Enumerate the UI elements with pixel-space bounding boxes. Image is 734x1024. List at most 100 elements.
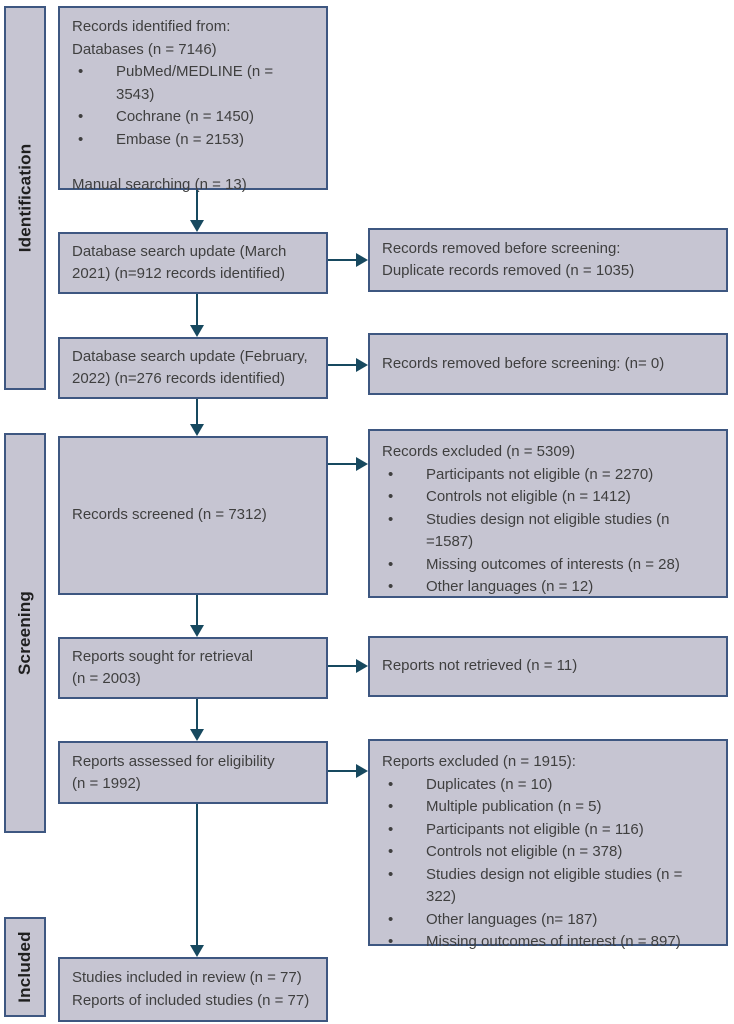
box-bullet-line: • Controls not eligible (n = 1412) — [382, 486, 714, 509]
box-studies-included: Studies included in review (n = 77) Repor… — [58, 957, 328, 1022]
box-text-line: Records screened (n = 7312) — [72, 506, 267, 524]
box-bullet-line: • Other languages (n= 187) — [382, 909, 714, 932]
bullet-icon: • — [388, 933, 394, 950]
box-bullet-line: • Studies design not eligible studies (n … — [382, 864, 714, 909]
box-reports-sought: Reports sought for retrieval (n = 2003) — [58, 637, 328, 699]
box-text-line: Records removed before screening: — [382, 240, 621, 257]
box-text-line — [72, 151, 314, 174]
box-text-line: Manual searching (n = 13) — [72, 175, 247, 193]
bullet-icon: • — [78, 63, 84, 80]
arrow-down-2-line — [196, 294, 198, 326]
box-text-line: Records excluded (n = 5309) — [382, 443, 576, 460]
bullet-text: Embase (n = 2153) — [116, 130, 244, 148]
bullet-text: Other languages (n= 187) — [426, 910, 598, 928]
arrow-right-1-line — [328, 259, 356, 261]
bullet-text: Multiple publication (n = 5) — [426, 798, 602, 815]
bullet-icon: • — [388, 798, 394, 815]
box-text-line: Databases (n = 7146) — [72, 40, 217, 58]
arrow-right-1-head-icon — [356, 253, 368, 267]
arrow-right-2-head-icon — [356, 358, 368, 372]
arrow-down-3-head-icon — [190, 424, 204, 436]
box-bullet-line: • Multiple publication (n = 5) — [382, 796, 714, 819]
bullet-icon: • — [388, 488, 394, 505]
bullet-text: Studies design not eligible studies (n =… — [426, 865, 683, 906]
bullet-text: Participants not eligible (n = 2270) — [426, 465, 654, 483]
arrow-right-4-head-icon — [356, 659, 368, 673]
box-records-excluded: Records excluded (n = 5309) • Participants… — [368, 429, 728, 598]
arrow-down-4-head-icon — [190, 625, 204, 637]
box-reports-not-retrieved: Reports not retrieved (n = 11) — [368, 636, 728, 697]
bullet-icon: • — [388, 555, 394, 573]
bullet-icon: • — [388, 578, 394, 595]
box-text-line: Reports excluded (n = 1915): — [382, 753, 576, 770]
bullet-text: Missing outcomes of interests (n = 28) — [426, 555, 680, 573]
arrow-right-5-line — [328, 770, 356, 772]
arrow-down-2-head-icon — [190, 325, 204, 337]
bullet-text: Participants not eligible (n = 116) — [426, 820, 644, 838]
box-text-line: Database search update (March — [72, 243, 287, 260]
box-bullet-line: • Embase (n = 2153) — [72, 129, 314, 152]
box-text-line: 2021) (n=912 records identified) — [72, 265, 286, 282]
stage-bar-included: Included — [4, 917, 46, 1017]
arrow-down-6-head-icon — [190, 945, 204, 957]
bullet-icon: • — [388, 910, 394, 928]
arrow-down-6-line — [196, 804, 198, 946]
bullet-text: Cochrane (n = 1450) — [116, 108, 255, 125]
box-reports-excluded: Reports excluded (n = 1915): • Duplicates … — [368, 739, 728, 950]
stage-bar-identification: Identification — [4, 6, 46, 390]
bullet-text: PubMed/MEDLINE (n = 3543) — [116, 63, 274, 103]
box-text-line: Duplicate records removed (n = 1035) — [382, 262, 635, 279]
box-text-line: Reports not retrieved (n = 11) — [382, 657, 578, 675]
stage-label-identification: Identification — [15, 143, 35, 253]
box-bullet-line: • Studies design not eligible studies (n … — [382, 509, 714, 554]
box-records-identified: Records identified from: Databases (n = 7… — [58, 6, 328, 193]
box-text-line: Records identified from: — [72, 18, 231, 35]
box-text-line: Reports assessed for eligibility — [72, 752, 275, 770]
bullet-icon: • — [388, 843, 394, 860]
box-records-removed-duplicates: Records removed before screening: Duplica… — [368, 228, 728, 292]
box-text-line: Studies included in review (n = 77) — [72, 969, 302, 986]
bullet-icon: • — [78, 130, 84, 148]
box-bullet-line: • Cochrane (n = 1450) — [72, 106, 314, 129]
box-reports-assessed: Reports assessed for eligibility (n = 199… — [58, 741, 328, 804]
box-text-line: (n = 2003) — [72, 670, 141, 687]
bullet-icon: • — [388, 465, 394, 483]
box-text-line: Reports of included studies (n = 77) — [72, 991, 310, 1009]
arrow-down-5-head-icon — [190, 729, 204, 741]
bullet-text: Duplicates (n = 10) — [426, 775, 553, 793]
box-records-removed-none: Records removed before screening: (n= 0) — [368, 333, 728, 395]
box-text-line: 2022) (n=276 records identified) — [72, 370, 286, 387]
bullet-icon: • — [78, 108, 84, 125]
box-bullet-line: • Missing outcomes of interest (n = 897) — [382, 931, 714, 954]
box-bullet-line: • Other languages (n = 12) — [382, 576, 714, 599]
arrow-down-5-line — [196, 699, 198, 730]
stage-label-included: Included — [15, 931, 34, 1003]
arrow-down-4-line — [196, 595, 198, 626]
arrow-right-5-head-icon — [356, 764, 368, 778]
box-text-line: Records removed before screening: (n= 0) — [382, 354, 665, 372]
bullet-text: Other languages (n = 12) — [426, 578, 594, 595]
bullet-icon: • — [388, 510, 394, 528]
arrow-right-3-line — [328, 463, 356, 465]
box-bullet-line: • Missing outcomes of interests (n = 28) — [382, 554, 714, 577]
bullet-icon: • — [388, 865, 394, 883]
box-bullet-line: • Duplicates (n = 10) — [382, 774, 714, 797]
box-text-line: (n = 1992) — [72, 774, 141, 792]
box-bullet-line: • Controls not eligible (n = 378) — [382, 841, 714, 864]
box-bullet-line: • Participants not eligible (n = 2270) — [382, 464, 714, 487]
arrow-right-2-line — [328, 364, 356, 366]
box-text-line: Database search update (February, — [72, 348, 308, 365]
box-db-update-march: Database search update (March 2021) (n=91… — [58, 232, 328, 294]
arrow-down-1-line — [196, 190, 198, 221]
bullet-text: Controls not eligible (n = 1412) — [426, 488, 631, 505]
arrow-down-3-line — [196, 399, 198, 425]
arrow-down-1-head-icon — [190, 220, 204, 232]
stage-bar-screening: Screening — [4, 433, 46, 833]
box-records-screened: Records screened (n = 7312) — [58, 436, 328, 595]
bullet-text: Controls not eligible (n = 378) — [426, 843, 623, 860]
box-text-line: Reports sought for retrieval — [72, 648, 253, 665]
stage-label-screening: Screening — [15, 591, 34, 675]
bullet-icon: • — [388, 820, 394, 838]
arrow-right-4-line — [328, 665, 356, 667]
